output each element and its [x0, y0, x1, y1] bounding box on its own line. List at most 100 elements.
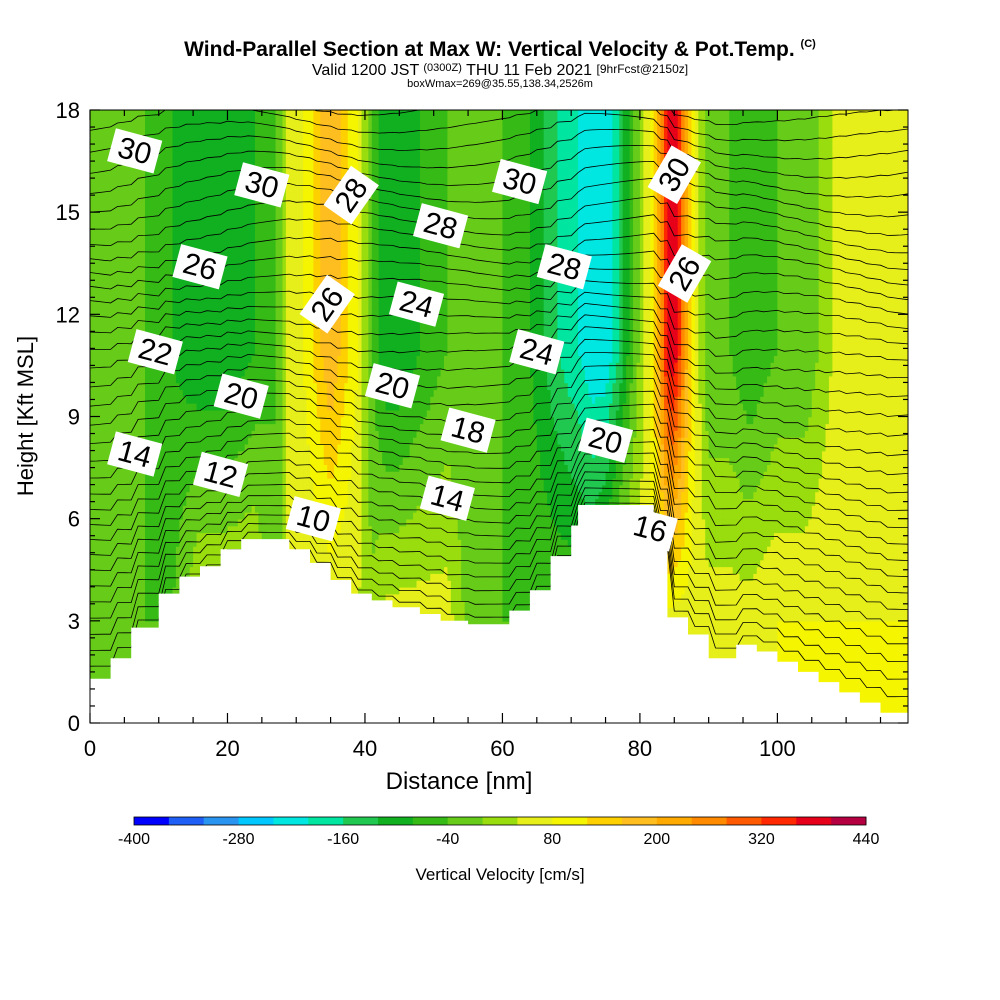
velocity-cell [155, 307, 160, 316]
velocity-cell [175, 246, 181, 254]
velocity-cell [110, 396, 115, 404]
velocity-cell [114, 634, 119, 643]
velocity-cell [155, 110, 160, 118]
velocity-cell [120, 280, 126, 288]
velocity-cell [124, 212, 129, 220]
velocity-cell [141, 559, 146, 568]
velocity-cell [100, 559, 105, 568]
velocity-cell [96, 191, 102, 200]
velocity-cell [179, 110, 184, 118]
velocity-cell [155, 382, 160, 391]
velocity-cell [175, 137, 181, 145]
velocity-cell [96, 409, 102, 418]
velocity-cell [158, 280, 163, 288]
velocity-cell [148, 239, 153, 248]
velocity-cell [96, 198, 102, 207]
velocity-cell [120, 334, 126, 343]
velocity-cell [110, 545, 115, 554]
velocity-cell [148, 600, 153, 609]
velocity-cell [107, 355, 112, 363]
velocity-cell [93, 348, 98, 356]
velocity-cell [172, 178, 177, 186]
velocity-cell [100, 607, 105, 615]
velocity-cell [179, 348, 184, 356]
velocity-cell [162, 137, 167, 145]
velocity-cell [127, 505, 133, 513]
velocity-cell [141, 484, 146, 493]
velocity-cell [124, 280, 129, 288]
velocity-cell [158, 184, 163, 193]
velocity-cell [120, 368, 126, 377]
velocity-cell [155, 436, 160, 445]
velocity-cell [172, 586, 177, 595]
velocity-cell [127, 116, 133, 125]
velocity-cell [120, 300, 126, 309]
velocity-cell [165, 171, 170, 179]
velocity-cell [127, 259, 133, 268]
velocity-cell [107, 239, 112, 248]
velocity-cell [165, 464, 170, 472]
velocity-cell [172, 157, 177, 166]
velocity-cell [138, 491, 143, 500]
velocity-cell [141, 368, 146, 377]
velocity-cell [103, 491, 108, 500]
velocity-cell [162, 382, 167, 391]
velocity-cell [158, 511, 163, 520]
velocity-cell [93, 218, 98, 227]
velocity-cell [124, 266, 129, 275]
velocity-cell [100, 123, 105, 132]
velocity-cell [90, 607, 95, 615]
velocity-cell [114, 396, 119, 404]
velocity-cell [162, 498, 167, 506]
velocity-cell [165, 409, 170, 418]
velocity-cell [141, 218, 146, 227]
velocity-cell [144, 239, 150, 248]
velocity-cell [120, 116, 126, 125]
velocity-cell [138, 171, 143, 179]
velocity-cell [148, 518, 153, 527]
velocity-cell [96, 505, 102, 513]
velocity-cell [151, 266, 157, 275]
velocity-cell [151, 539, 157, 547]
velocity-cell [158, 293, 163, 302]
velocity-cell [93, 327, 98, 336]
velocity-cell [110, 423, 115, 431]
velocity-cell [107, 164, 112, 173]
velocity-cell [100, 362, 105, 370]
velocity-cell [158, 416, 163, 425]
velocity-cell [107, 477, 112, 486]
velocity-cell [120, 341, 126, 350]
velocity-cell [124, 648, 129, 656]
velocity-cell [158, 470, 163, 479]
velocity-cell [141, 607, 146, 615]
velocity-cell [169, 436, 174, 445]
velocity-cell [114, 171, 119, 179]
velocity-cell [110, 436, 115, 445]
velocity-cell [93, 171, 98, 179]
velocity-cell [162, 266, 167, 275]
velocity-cell [144, 559, 150, 568]
velocity-cell [114, 382, 119, 391]
velocity-cell [93, 116, 98, 125]
velocity-cell [90, 511, 95, 520]
velocity-cell [179, 566, 184, 574]
velocity-cell [131, 552, 136, 561]
velocity-cell [90, 409, 95, 418]
velocity-cell [100, 307, 105, 316]
velocity-cell [179, 287, 184, 295]
velocity-cell [134, 300, 139, 309]
velocity-cell [103, 253, 108, 261]
velocity-cell [117, 287, 122, 295]
velocity-cell [158, 464, 163, 472]
velocity-cell [138, 396, 143, 404]
velocity-cell [151, 436, 157, 445]
velocity-cell [127, 620, 133, 629]
velocity-cell [100, 511, 105, 520]
velocity-cell [96, 436, 102, 445]
velocity-cell [138, 307, 143, 316]
velocity-cell [103, 634, 108, 643]
velocity-cell [110, 355, 115, 363]
velocity-cell [172, 137, 177, 145]
velocity-cell [175, 293, 181, 302]
velocity-cell [172, 164, 177, 173]
